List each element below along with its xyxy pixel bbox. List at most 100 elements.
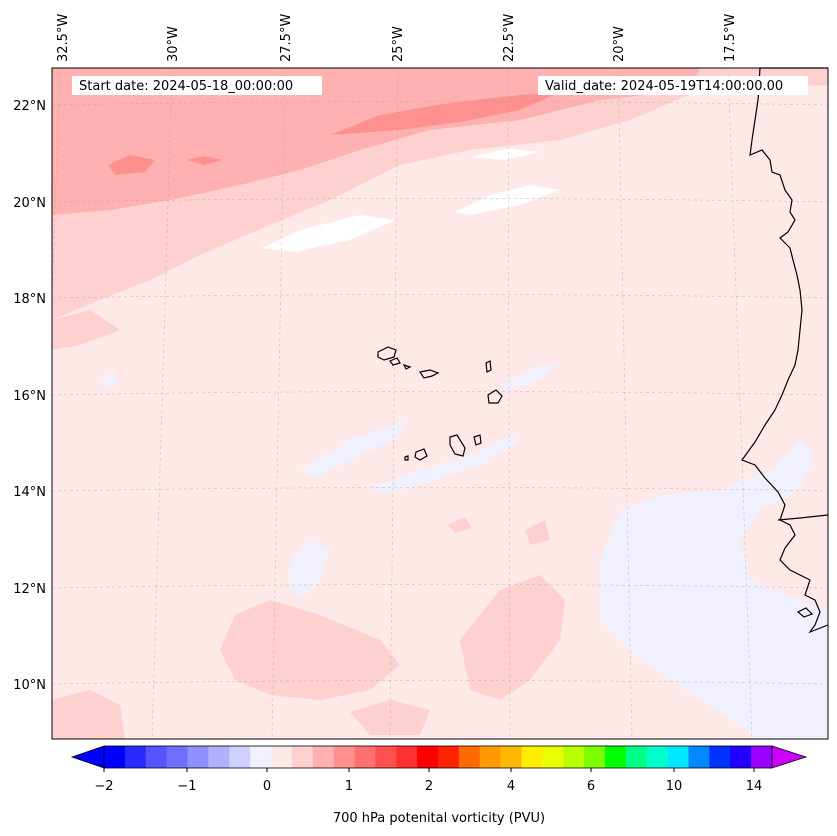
colorbar-segment [521, 746, 543, 768]
pv-region-white-streak-2 [455, 185, 560, 215]
lon-label-30w: 30°W [166, 26, 181, 62]
colorbar-segment [438, 746, 460, 768]
colorbar-extend-low [70, 745, 105, 769]
island-santo-antao [377, 346, 397, 361]
pv-region-lavender-streak-3 [500, 362, 560, 392]
island-santiago [449, 434, 466, 457]
colorbar-segment [396, 746, 418, 768]
lat-label-22n: 22°N [13, 99, 46, 114]
guinea-bissau-islands [796, 607, 814, 618]
pv-region-dark-patch-1 [108, 155, 155, 175]
island-brava [404, 455, 409, 461]
pv-region-light-south-7 [525, 520, 550, 545]
colorbar: −2 −1 0 1 2 4 6 10 14 700 hPa potenital … [70, 745, 808, 826]
lon-label-22-5w: 22.5°W [502, 14, 517, 62]
gambia-inlet [777, 514, 829, 521]
map-panel: Start date: 2024-05-18_00:00:00 Valid_da… [51, 67, 829, 740]
africa-coastline [741, 67, 829, 634]
lon-label-25w: 25°W [391, 26, 406, 62]
pv-region-light-south-1 [220, 600, 400, 700]
colorbar-tick-labels: −2 −1 0 1 2 4 6 10 14 [94, 779, 762, 794]
colorbar-segment [563, 746, 585, 768]
colorbar-segment [375, 746, 397, 768]
latitude-labels: 22°N 20°N 18°N 16°N 14°N 12°N 10°N [13, 99, 46, 693]
island-santa-luzia [402, 363, 412, 370]
lat-label-18n: 18°N [13, 292, 46, 307]
cb-tick-label: −2 [94, 779, 113, 794]
colorbar-frame [103, 745, 773, 769]
colorbar-segment [667, 746, 690, 768]
colorbar-extend-high [771, 745, 808, 769]
colorbar-segment [479, 746, 502, 768]
island-sal [485, 360, 492, 373]
pv-region-lavender-streak-2 [370, 435, 520, 495]
island-sao-vicente [389, 357, 401, 366]
pv-region-light-west [52, 310, 120, 350]
lat-label-20n: 20°N [13, 196, 46, 211]
colorbar-segment [312, 746, 335, 768]
lat-label-14n: 14°N [13, 485, 46, 500]
colorbar-segment [709, 746, 731, 768]
graticule [51, 67, 829, 740]
colorbar-segment [145, 746, 168, 768]
pv-region-mid-north [52, 68, 700, 215]
colorbar-segment [605, 746, 627, 768]
colorbar-segment [291, 746, 314, 768]
colorbar-segment [688, 746, 710, 768]
colorbar-segment [542, 746, 564, 768]
colorbar-segments [104, 746, 773, 768]
pv-region-light-south-6 [448, 517, 472, 533]
colorbar-segment [417, 746, 439, 768]
colorbar-ticks [103, 768, 755, 772]
colorbar-segment [229, 746, 251, 768]
colorbar-label: 700 hPa potenital vorticity (PVU) [333, 811, 545, 826]
colorbar-segment [333, 746, 356, 768]
colorbar-segment [584, 746, 606, 768]
pv-region-white-streak-3 [470, 148, 540, 160]
island-boa-vista [487, 389, 503, 404]
colorbar-segment [271, 746, 293, 768]
colorbar-segment [730, 746, 752, 768]
start-date-text: Start date: 2024-05-18_00:00:00 [79, 79, 293, 94]
colorbar-segment [124, 746, 147, 768]
pv-region-lavender-small-1 [288, 540, 330, 598]
pv-region-light-south-3 [52, 690, 125, 739]
island-maio [473, 434, 482, 446]
colorbar-segment [104, 746, 126, 768]
cb-tick-label: 0 [263, 779, 271, 794]
cb-tick-label: 2 [425, 779, 433, 794]
pv-region-lavender-streak-1 [300, 420, 405, 478]
colorbar-segment [500, 746, 523, 768]
cb-tick-label: −1 [177, 779, 196, 794]
pv-region-light-south-2 [460, 575, 565, 700]
pv-region-dark-band [330, 92, 560, 135]
colorbar-segment [208, 746, 230, 768]
lon-label-32-5w: 32.5°W [56, 14, 71, 62]
map-frame [51, 67, 829, 740]
lat-label-12n: 12°N [13, 582, 46, 597]
colorbar-segment [458, 746, 481, 768]
lat-label-16n: 16°N [13, 389, 46, 404]
valid-date-text: Valid_date: 2024-05-19T14:00:00.00 [545, 79, 783, 94]
cb-tick-label: 10 [666, 779, 683, 794]
colorbar-segment [250, 746, 272, 768]
lon-label-20w: 20°W [612, 26, 627, 62]
valid-date-box [538, 76, 808, 95]
colorbar-segment [751, 746, 773, 768]
cb-tick-label: 4 [507, 779, 515, 794]
cb-tick-label: 14 [746, 779, 763, 794]
longitude-labels: 32.5°W 30°W 27.5°W 25°W 22.5°W 20°W 17.5… [56, 14, 738, 62]
colorbar-segment [187, 746, 209, 768]
pv-region-lavender-east [600, 440, 828, 739]
colorbar-segment [646, 746, 669, 768]
island-sao-nicolau [419, 369, 440, 379]
lat-label-10n: 10°N [13, 678, 46, 693]
colorbar-segment [166, 746, 189, 768]
cb-tick-label: 1 [345, 779, 353, 794]
island-fogo [414, 448, 428, 461]
colorbar-segment [354, 746, 376, 768]
pv-region-white-streak-1 [262, 215, 395, 252]
start-date-box [72, 76, 322, 95]
lon-label-17-5w: 17.5°W [723, 14, 738, 62]
